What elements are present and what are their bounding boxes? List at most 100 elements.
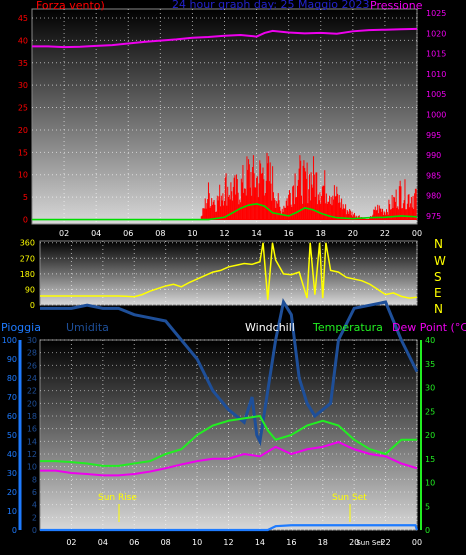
pressure-line: [32, 27, 418, 49]
dewpoint-title: Dew Point (°C): [392, 321, 466, 334]
x-tick-label: 02: [59, 229, 69, 238]
x-tick-label: 08: [161, 538, 171, 547]
rain-tick-label: 20: [7, 488, 17, 497]
compass-label-n-bottom: N: [434, 302, 443, 316]
temperature-tick-label: 10: [425, 479, 435, 488]
wind-average-line: [32, 203, 418, 221]
rain-axis-title: Pioggia: [1, 321, 41, 334]
humidity-tick-label: 6: [32, 488, 37, 497]
temperature-line: [40, 414, 417, 467]
sunset-label: Sun Set: [332, 493, 367, 503]
rain-tick-label: 80: [7, 374, 17, 383]
humidity-tick-label: 2: [32, 513, 37, 522]
humidity-tick-label: 10: [27, 463, 37, 472]
x-tick-label: 22: [380, 538, 390, 547]
humidity-tick-label: 24: [27, 374, 37, 383]
x-tick-label: 16: [284, 229, 294, 238]
direction-tick-label: 180: [20, 270, 35, 279]
dewpoint-line: [40, 441, 418, 477]
humidity-tick-label: 8: [32, 475, 37, 484]
x-tick-label: 18: [316, 229, 326, 238]
temperature-tick-label: 40: [425, 336, 435, 345]
x-tick-label: 18: [318, 538, 328, 547]
rain-tick-label: 50: [7, 431, 17, 440]
humidity-tick-label: 30: [27, 336, 37, 345]
humidity-tick-label: 12: [27, 450, 37, 459]
x-tick-label: 00: [412, 229, 422, 238]
rain-tick-label: 0: [12, 526, 17, 535]
rain-tick-label: 70: [7, 393, 17, 402]
wind-tick-label: 30: [18, 81, 28, 90]
humidity-tick-label: 14: [27, 437, 37, 446]
temperature-tick-label: 5: [425, 502, 430, 511]
wind-tick-label: 20: [18, 126, 28, 135]
temperature-tick-label: 0: [425, 526, 430, 535]
rain-tick-label: 90: [7, 355, 17, 364]
temperature-tick-label: 35: [425, 360, 435, 369]
pressure-tick-label: 990: [426, 151, 441, 160]
pressure-tick-label: 985: [426, 171, 441, 180]
temperature-tick-label: 30: [425, 384, 435, 393]
humidity-axis-title: Umidita: [66, 321, 109, 334]
humidity-tick-label: 4: [32, 501, 37, 510]
rain-tick-label: 100: [2, 336, 17, 345]
humidity-tick-label: 28: [27, 349, 37, 358]
rain-tick-label: 40: [7, 450, 17, 459]
pressure-tick-label: 995: [426, 131, 441, 140]
x-tick-label: 20: [348, 229, 358, 238]
pressure-tick-label: 1000: [426, 110, 446, 119]
rain-tick-label: 60: [7, 412, 17, 421]
compass-label-n-top: N: [434, 237, 443, 251]
wind-tick-label: 35: [18, 59, 28, 68]
wind-axis-title: Forza vento): [36, 0, 105, 12]
temperature-title: Temperatura: [312, 321, 383, 334]
x-tick-label: 16: [286, 538, 296, 547]
pressure-tick-label: 980: [426, 192, 441, 201]
temperature-tick-label: 15: [425, 455, 435, 464]
wind-tick-label: 15: [18, 148, 28, 157]
humidity-tick-label: 16: [27, 425, 37, 434]
pressure-tick-label: 975: [426, 212, 441, 221]
pressure-tick-label: 1010: [426, 70, 446, 79]
wind-tick-label: 5: [23, 193, 28, 202]
x-tick-label: 08: [155, 229, 165, 238]
temperature-tick-label: 25: [425, 407, 435, 416]
direction-tick-label: 270: [20, 254, 35, 263]
humidity-line: [40, 298, 419, 447]
compass-label-w: W: [434, 254, 446, 268]
pressure-tick-label: 1020: [426, 29, 446, 38]
direction-tick-label: 0: [30, 301, 35, 310]
x-tick-label: 06: [129, 538, 139, 547]
x-tick-label: 22: [380, 229, 390, 238]
compass-label-s: S: [434, 270, 442, 284]
x-tick-label: 10: [192, 538, 202, 547]
panel1-plot-area: [31, 8, 418, 225]
x-tick-label: 00: [412, 538, 422, 547]
humidity-tick-label: 0: [32, 526, 37, 535]
rain-line: [40, 524, 419, 532]
pressure-tick-label: 1015: [426, 50, 446, 59]
pressure-tick-label: 1005: [426, 90, 446, 99]
x-tick-label: 20: [349, 538, 359, 547]
temperature-tick-label: 20: [425, 431, 435, 440]
sunrise-label: Sun Rise: [98, 493, 137, 503]
graph-title: 24 hour graph day: 25 Maggio 2023: [172, 0, 369, 11]
humidity-tick-label: 20: [27, 399, 37, 408]
x-tick-label: 14: [251, 229, 261, 238]
wind-direction-line: [40, 242, 418, 300]
x-tick-label: 12: [219, 229, 229, 238]
x-tick-label: 12: [223, 538, 233, 547]
x-tick-label: 02: [66, 538, 76, 547]
x-tick-label: 06: [123, 229, 133, 238]
wind-tick-label: 45: [18, 14, 28, 23]
humidity-tick-label: 18: [27, 412, 37, 421]
direction-tick-label: 90: [25, 285, 35, 294]
humidity-tick-label: 26: [27, 361, 37, 370]
pressure-axis-title: Pressione: [370, 0, 423, 12]
wind-tick-label: 40: [18, 36, 28, 45]
sunset-x-label: Sun Set: [356, 539, 383, 547]
pressure-tick-label: 1025: [426, 9, 446, 18]
wind-tick-label: 25: [18, 104, 28, 113]
windchill-title: Windchill: [245, 321, 295, 334]
